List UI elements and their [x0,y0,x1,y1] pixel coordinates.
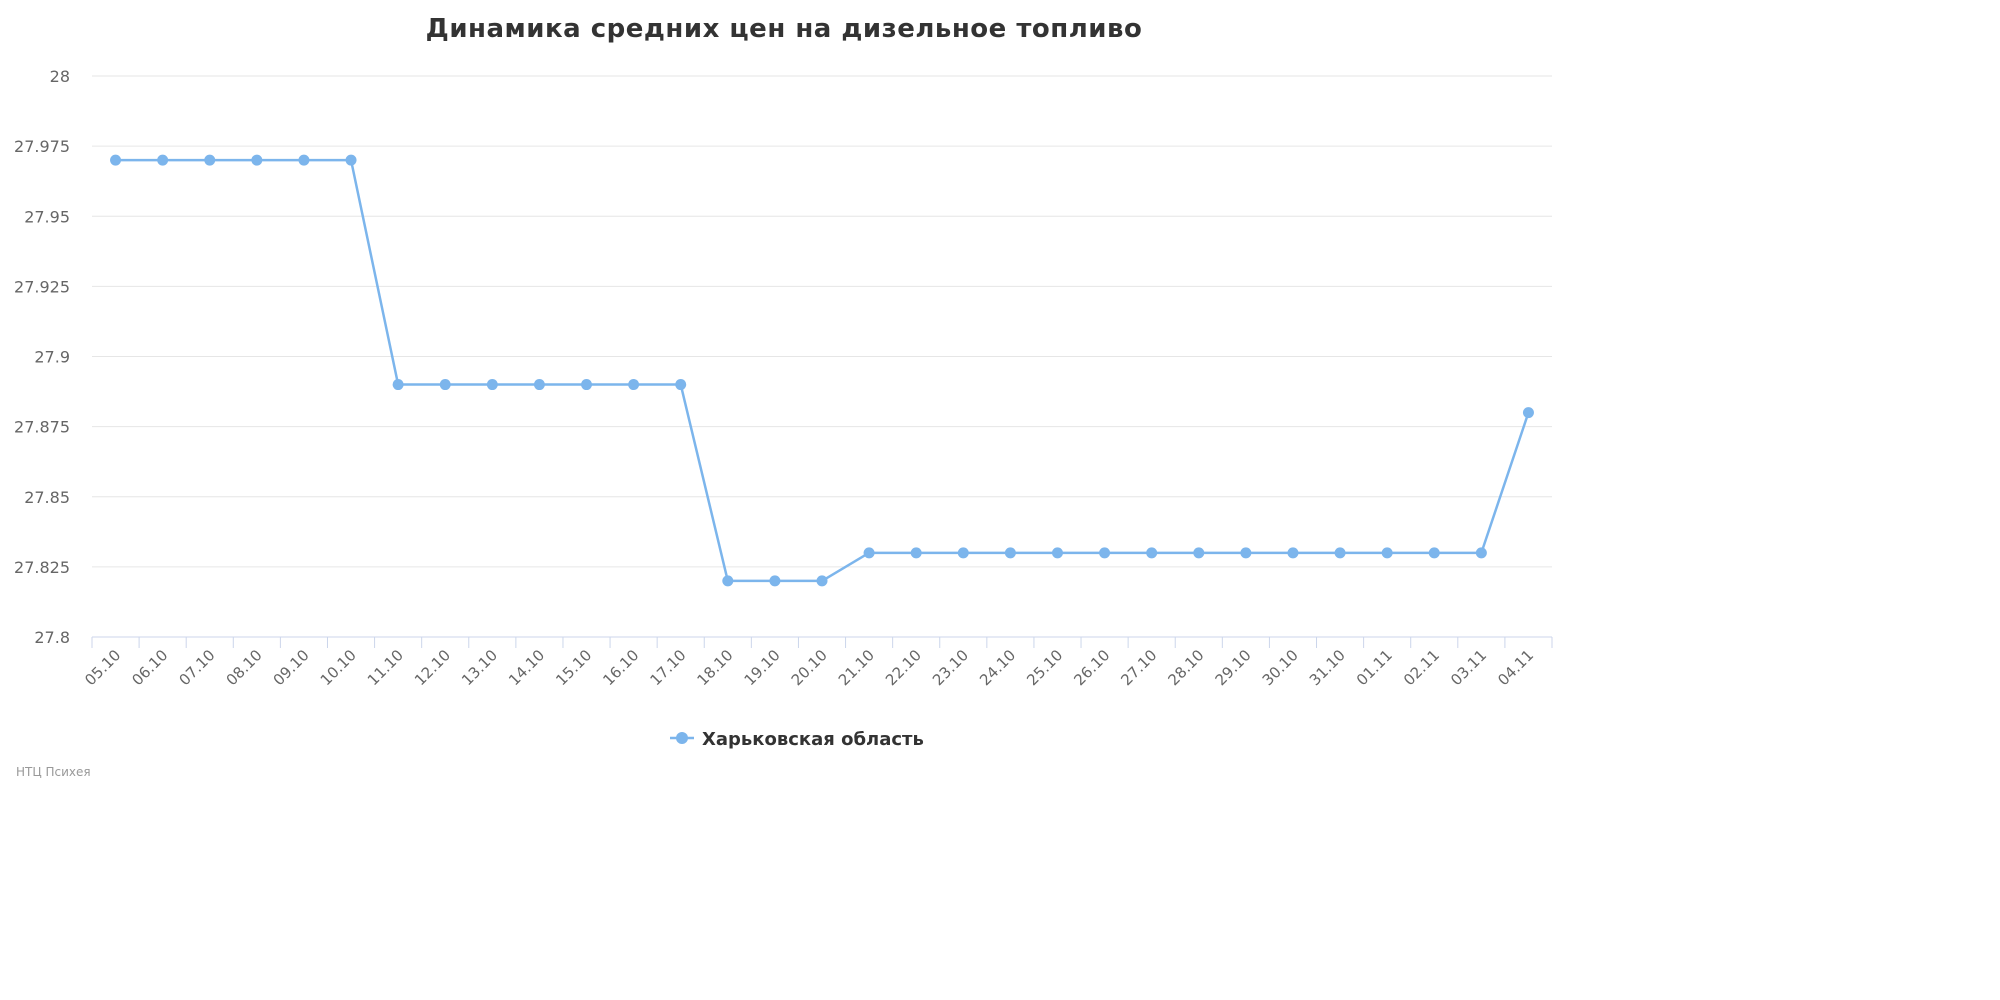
data-point-marker[interactable] [298,154,310,166]
x-tick-label: 17.10 [646,646,689,689]
x-tick-label: 20.10 [788,646,831,689]
data-point-marker[interactable] [1475,547,1487,559]
x-tick-label: 19.10 [741,646,784,689]
data-point-marker[interactable] [251,154,263,166]
grid-lines [92,75,1552,568]
y-tick-label: 27.85 [24,488,70,507]
y-tick-label: 27.875 [14,418,70,437]
series-line[interactable] [115,158,1530,583]
chart-title: Динамика средних цен на дизельное топлив… [426,14,1143,44]
data-point-marker[interactable] [345,154,357,166]
data-point-marker[interactable] [1099,547,1111,559]
data-point-marker[interactable] [863,547,875,559]
x-tick-label: 06.10 [128,646,171,689]
x-tick-label: 05.10 [81,646,124,689]
x-tick-label: 01.11 [1353,646,1396,689]
data-point-marker[interactable] [675,379,687,391]
x-tick-label: 28.10 [1165,646,1208,689]
x-axis: 05.10 06.10 07.10 08.10 09.10 10.10 11.10 12.10… [81,636,1553,689]
x-tick-label: 04.11 [1494,646,1537,689]
y-tick-label: 27.9 [34,348,70,367]
credits-label[interactable]: НТЦ Психея [16,765,91,779]
y-tick-label: 27.925 [14,277,70,296]
data-point-marker[interactable] [439,379,451,391]
x-tick-label: 03.11 [1447,646,1490,689]
data-point-marker[interactable] [1428,547,1440,559]
legend[interactable]: Харьковская область [670,729,924,750]
data-point-marker[interactable] [769,575,781,587]
data-point-marker[interactable] [1146,547,1158,559]
x-tick-label: 16.10 [599,646,642,689]
x-tick-label: 12.10 [411,646,454,689]
x-tick-label: 15.10 [552,646,595,689]
x-tick-label: 22.10 [882,646,925,689]
x-tick-label: 21.10 [835,646,878,689]
x-tick-label: 24.10 [976,646,1019,689]
x-tick-label: 14.10 [505,646,548,689]
data-point-marker[interactable] [110,154,122,166]
x-tick-label: 02.11 [1400,646,1443,689]
x-tick-label: 07.10 [175,646,218,689]
x-tick-label: 29.10 [1212,646,1255,689]
y-tick-label: 27.975 [14,137,70,156]
x-tick-label: 31.10 [1306,646,1349,689]
data-point-marker[interactable] [533,379,545,391]
data-point-marker[interactable] [1287,547,1299,559]
data-point-marker[interactable] [392,379,404,391]
data-point-marker[interactable] [1240,547,1252,559]
x-tick-label: 10.10 [317,646,360,689]
x-tick-label: 11.10 [364,646,407,689]
y-tick-label: 27.95 [24,207,70,226]
legend-item-label[interactable]: Харьковская область [702,729,924,750]
data-point-marker[interactable] [204,154,216,166]
x-tick-label: 25.10 [1023,646,1066,689]
data-point-marker[interactable] [957,547,969,559]
y-axis: 27.8 27.825 27.85 27.875 27.9 27.925 27.95 27.9… [14,67,70,647]
x-tick-label: 18.10 [694,646,737,689]
data-point-marker[interactable] [1193,547,1205,559]
data-point-marker[interactable] [1522,407,1534,419]
x-tick-label: 08.10 [223,646,266,689]
line-chart: Динамика средних цен на дизельное топлив… [14,14,1553,779]
y-tick-label: 27.8 [34,628,70,647]
x-tick-label: 26.10 [1070,646,1113,689]
data-point-marker[interactable] [581,379,593,391]
data-point-marker[interactable] [1381,547,1393,559]
data-point-marker[interactable] [1051,547,1063,559]
series-harkov[interactable] [110,154,1534,587]
y-tick-label: 28 [50,67,70,86]
data-point-marker[interactable] [910,547,922,559]
data-point-marker[interactable] [157,154,169,166]
data-point-marker[interactable] [1334,547,1346,559]
x-tick-label: 09.10 [270,646,313,689]
legend-marker-icon [676,732,688,744]
x-tick-label: 27.10 [1117,646,1160,689]
x-tick-label: 30.10 [1259,646,1302,689]
data-point-marker[interactable] [722,575,734,587]
x-tick-label: 13.10 [458,646,501,689]
y-tick-label: 27.825 [14,558,70,577]
data-point-marker[interactable] [1004,547,1016,559]
x-tick-label: 23.10 [929,646,972,689]
chart-container: Динамика средних цен на дизельное топлив… [14,14,1553,779]
data-point-marker[interactable] [816,575,828,587]
data-point-marker[interactable] [486,379,498,391]
data-point-marker[interactable] [628,379,640,391]
